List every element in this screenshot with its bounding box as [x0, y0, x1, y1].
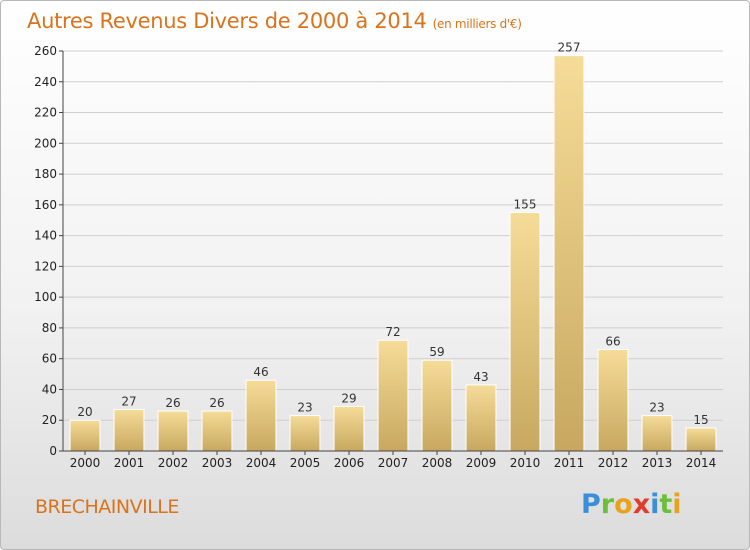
y-tick-label: 20 — [42, 413, 57, 427]
y-tick-label: 80 — [42, 321, 57, 335]
bar-2013 — [641, 415, 673, 452]
bar-2001 — [113, 408, 145, 452]
data-label-2011: 257 — [558, 41, 581, 55]
x-tick-label-2006: 2006 — [334, 456, 365, 470]
x-tick-label-2004: 2004 — [246, 456, 277, 470]
bar-2004 — [245, 379, 277, 452]
logo-letter: x — [632, 489, 651, 520]
x-tick-label-2011: 2011 — [554, 456, 585, 470]
bar-2002 — [157, 410, 189, 452]
data-label-2014: 15 — [693, 413, 708, 427]
x-tick-label-2013: 2013 — [642, 456, 673, 470]
data-label-2008: 59 — [429, 345, 444, 359]
data-label-2010: 155 — [514, 198, 537, 212]
bars — [69, 55, 717, 452]
bar-2010 — [509, 212, 541, 452]
data-label-2013: 23 — [649, 401, 664, 415]
y-tick-label: 260 — [34, 44, 57, 58]
bar-2003 — [201, 410, 233, 452]
x-tick-label-2007: 2007 — [378, 456, 409, 470]
y-tick-label: 120 — [34, 259, 57, 273]
x-tick-label-2009: 2009 — [466, 456, 497, 470]
data-labels: 20 27 26 26 46 23 29 72 59 43 155 257 66 23 15 — [77, 41, 708, 427]
data-label-2002: 26 — [165, 396, 180, 410]
data-label-2006: 29 — [341, 391, 356, 405]
y-tick-label: 180 — [34, 167, 57, 181]
data-label-2004: 46 — [253, 365, 268, 379]
logo-letter: P — [581, 489, 601, 520]
y-tick-label: 140 — [34, 229, 57, 243]
data-label-2007: 72 — [385, 325, 400, 339]
logo-letter: i — [650, 489, 660, 520]
bar-2000 — [69, 419, 101, 452]
data-label-2012: 66 — [605, 334, 620, 348]
bar-2005 — [289, 415, 321, 452]
data-label-2001: 27 — [121, 394, 136, 408]
logo-letter: i — [672, 489, 682, 520]
data-label-2000: 20 — [77, 405, 92, 419]
y-tick-label: 160 — [34, 198, 57, 212]
logo-letter: r — [600, 489, 615, 520]
y-tick-label: 0 — [49, 444, 57, 458]
x-tick-label-2003: 2003 — [202, 456, 233, 470]
data-label-2003: 26 — [209, 396, 224, 410]
y-tick-label: 220 — [34, 106, 57, 120]
data-label-2005: 23 — [297, 401, 312, 415]
chart-title-text: Autres Revenus Divers de 2000 à 2014 — [27, 9, 427, 33]
y-tick-label: 60 — [42, 352, 57, 366]
bar-2008 — [421, 359, 453, 452]
y-tick-label: 100 — [34, 290, 57, 304]
logo-letter: t — [659, 489, 673, 520]
x-tick-label-2014: 2014 — [686, 456, 717, 470]
chart-title: Autres Revenus Divers de 2000 à 2014 (en … — [27, 9, 522, 33]
x-tick-label-2008: 2008 — [422, 456, 453, 470]
logo-letter: o — [614, 489, 633, 520]
x-tick-label-2010: 2010 — [510, 456, 541, 470]
x-tick-label-2000: 2000 — [70, 456, 101, 470]
proxiti-logo: Proxiti — [581, 489, 682, 520]
town-name: BRECHAINVILLE — [35, 496, 179, 518]
y-tick-label: 40 — [42, 382, 57, 396]
data-label-2009: 43 — [473, 370, 488, 384]
x-tick-label-2001: 2001 — [114, 456, 145, 470]
bar-2006 — [333, 405, 365, 452]
y-tick-label: 200 — [34, 136, 57, 150]
bar-2011 — [553, 55, 585, 452]
axes: 0204060801001201401601802002202402602000… — [34, 44, 723, 470]
chart-unit-note: (en milliers d'€) — [432, 17, 522, 31]
bar-2009 — [465, 384, 497, 452]
x-tick-label-2005: 2005 — [290, 456, 321, 470]
bar-2007 — [377, 339, 409, 452]
x-tick-label-2012: 2012 — [598, 456, 629, 470]
x-tick-label-2002: 2002 — [158, 456, 189, 470]
bar-2014 — [685, 427, 717, 452]
bar-2012 — [597, 348, 629, 452]
y-tick-label: 240 — [34, 75, 57, 89]
